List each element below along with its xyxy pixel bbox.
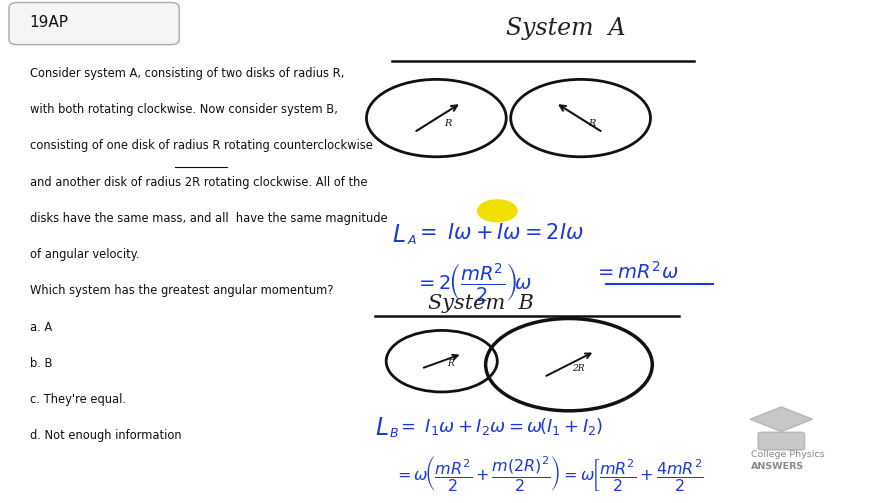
Text: R: R [444, 119, 452, 128]
Text: d. Not enough information: d. Not enough information [30, 429, 181, 442]
Text: $= \omega\!\left(\dfrac{mR^2}{2} + \dfrac{m(2R)^2}{2}\right)= \omega\!\left[\dfr: $= \omega\!\left(\dfrac{mR^2}{2} + \dfra… [394, 455, 704, 494]
Text: $B$: $B$ [389, 427, 399, 440]
FancyBboxPatch shape [758, 432, 805, 450]
Text: and another disk of radius 2R rotating clockwise. All of the: and another disk of radius 2R rotating c… [30, 176, 367, 189]
Text: $= mR^2\omega$: $= mR^2\omega$ [594, 261, 678, 283]
Text: System  B: System B [428, 294, 534, 313]
Text: ANSWERS: ANSWERS [751, 462, 804, 471]
Text: disks have the same mass, and all  have the same magnitude: disks have the same mass, and all have t… [30, 212, 387, 225]
Text: a. A: a. A [30, 320, 52, 333]
Text: Consider system A, consisting of two disks of radius R,: Consider system A, consisting of two dis… [30, 67, 344, 80]
Text: R: R [588, 119, 595, 128]
Text: with both rotating clockwise. Now consider system B,: with both rotating clockwise. Now consid… [30, 103, 338, 116]
Text: 19AP: 19AP [30, 15, 69, 30]
Text: consisting of one disk of radius R rotating counterclockwise: consisting of one disk of radius R rotat… [30, 139, 373, 152]
Text: c. They're equal.: c. They're equal. [30, 393, 125, 406]
Text: $L$: $L$ [375, 417, 388, 440]
FancyBboxPatch shape [9, 3, 179, 45]
Text: R: R [447, 359, 454, 368]
Polygon shape [750, 407, 813, 432]
Circle shape [478, 200, 517, 222]
Text: $= \ I\omega + I\omega = 2I\omega$: $= \ I\omega + I\omega = 2I\omega$ [415, 223, 584, 243]
Text: Which system has the greatest angular momentum?: Which system has the greatest angular mo… [30, 284, 333, 297]
Text: $= 2\!\left(\dfrac{mR^2}{2}\right)\!\omega$: $= 2\!\left(\dfrac{mR^2}{2}\right)\!\ome… [415, 262, 532, 303]
Text: $= \ I_1\omega + I_2\omega = \omega\!\left(I_1 + I_2\right)$: $= \ I_1\omega + I_2\omega = \omega\!\le… [397, 416, 603, 437]
Text: College Physics: College Physics [751, 450, 824, 459]
Text: $A$: $A$ [407, 234, 418, 247]
Text: 2R: 2R [572, 364, 584, 373]
Text: System  A: System A [506, 18, 625, 40]
Text: $L$: $L$ [392, 224, 406, 247]
Text: of angular velocity.: of angular velocity. [30, 248, 139, 261]
Text: b. B: b. B [30, 357, 52, 370]
